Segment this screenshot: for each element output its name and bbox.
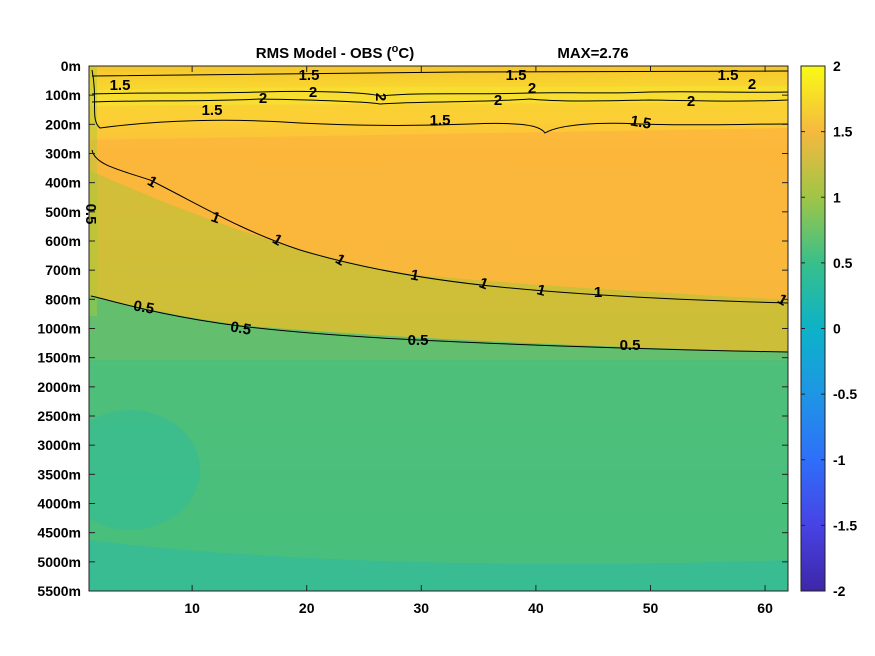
x-tick-label: 60 (757, 600, 773, 616)
y-axis-ticks: 0m 100m 200m 300m 400m 500m 600m 700m 800m 1000m 1… (37, 58, 788, 599)
y-tick-label: 400m (45, 175, 81, 191)
contour-label: 1.5 (718, 67, 739, 84)
contour-label: 1.5 (629, 112, 652, 132)
y-tick-label: 800m (45, 291, 81, 307)
contour-label: 0.5 (408, 332, 429, 349)
y-tick-label: 5500m (37, 583, 81, 599)
x-tick-label: 50 (643, 600, 659, 616)
y-tick-label: 700m (45, 262, 81, 278)
y-tick-label: 3500m (37, 466, 81, 482)
y-tick-label: 500m (45, 204, 81, 220)
contour-label: 2 (309, 84, 317, 101)
contour-label: 0.5 (620, 337, 641, 354)
contour-label: 1.5 (506, 67, 527, 84)
colorbar-tick-label: 0 (833, 321, 841, 337)
y-tick-label: 1500m (37, 350, 81, 366)
y-tick-label: 4000m (37, 496, 81, 512)
y-tick-label: 300m (45, 146, 81, 162)
contour-label: 2 (687, 93, 695, 110)
contour-label: 1.5 (430, 112, 451, 129)
contour-label: 2 (748, 76, 756, 93)
colorbar-tick-label: 1.5 (833, 124, 853, 140)
y-tick-label: 1000m (37, 321, 81, 337)
contour-label: 2 (494, 92, 502, 109)
contour-lines (90, 69, 788, 353)
contour-label: 1.5 (110, 77, 131, 94)
max-label: MAX=2.76 (557, 45, 628, 62)
y-tick-label: 100m (45, 87, 81, 103)
contour-label: 2 (528, 80, 536, 97)
x-tick-label: 10 (184, 600, 200, 616)
contour-label: 0.5 (132, 297, 155, 317)
x-tick-label: 20 (299, 600, 315, 616)
colorbar-tick-label: -1.5 (833, 517, 857, 533)
y-tick-label: 600m (45, 233, 81, 249)
x-axis-ticks: 10 20 30 40 50 60 (184, 66, 773, 616)
contour-label: 0.5 (82, 204, 99, 225)
y-tick-label: 3000m (37, 437, 81, 453)
colorbar-ticks: 2 1.5 1 0.5 0 -0.5 -1 -1.5 -2 (801, 58, 857, 599)
y-tick-label: 5000m (37, 554, 81, 570)
chart-title: RMS Model - OBS (oC) (256, 43, 414, 62)
heatmap-field (89, 66, 788, 591)
contour-label: 0.5 (229, 318, 252, 338)
y-tick-label: 2000m (37, 379, 81, 395)
contour-label: 2 (259, 90, 267, 107)
colorbar-tick-label: 2 (833, 58, 841, 74)
contour-label: 2 (372, 93, 389, 101)
colorbar-tick-label: 0.5 (833, 255, 853, 271)
contour-label: 1.5 (202, 102, 223, 119)
contour-label: 1 (409, 266, 420, 284)
contour-label: 1 (594, 284, 602, 301)
y-tick-label: 2500m (37, 408, 81, 424)
y-tick-label: 4500m (37, 525, 81, 541)
colorbar-tick-label: 1 (833, 189, 841, 205)
colorbar-tick-label: -0.5 (833, 386, 857, 402)
y-tick-label: 0m (61, 58, 81, 74)
colorbar-tick-label: -2 (833, 583, 846, 599)
x-tick-label: 40 (528, 600, 544, 616)
y-tick-label: 200m (45, 116, 81, 132)
contour-label: 1.5 (299, 67, 320, 84)
x-tick-label: 30 (414, 600, 430, 616)
colorbar-tick-label: -1 (833, 452, 846, 468)
